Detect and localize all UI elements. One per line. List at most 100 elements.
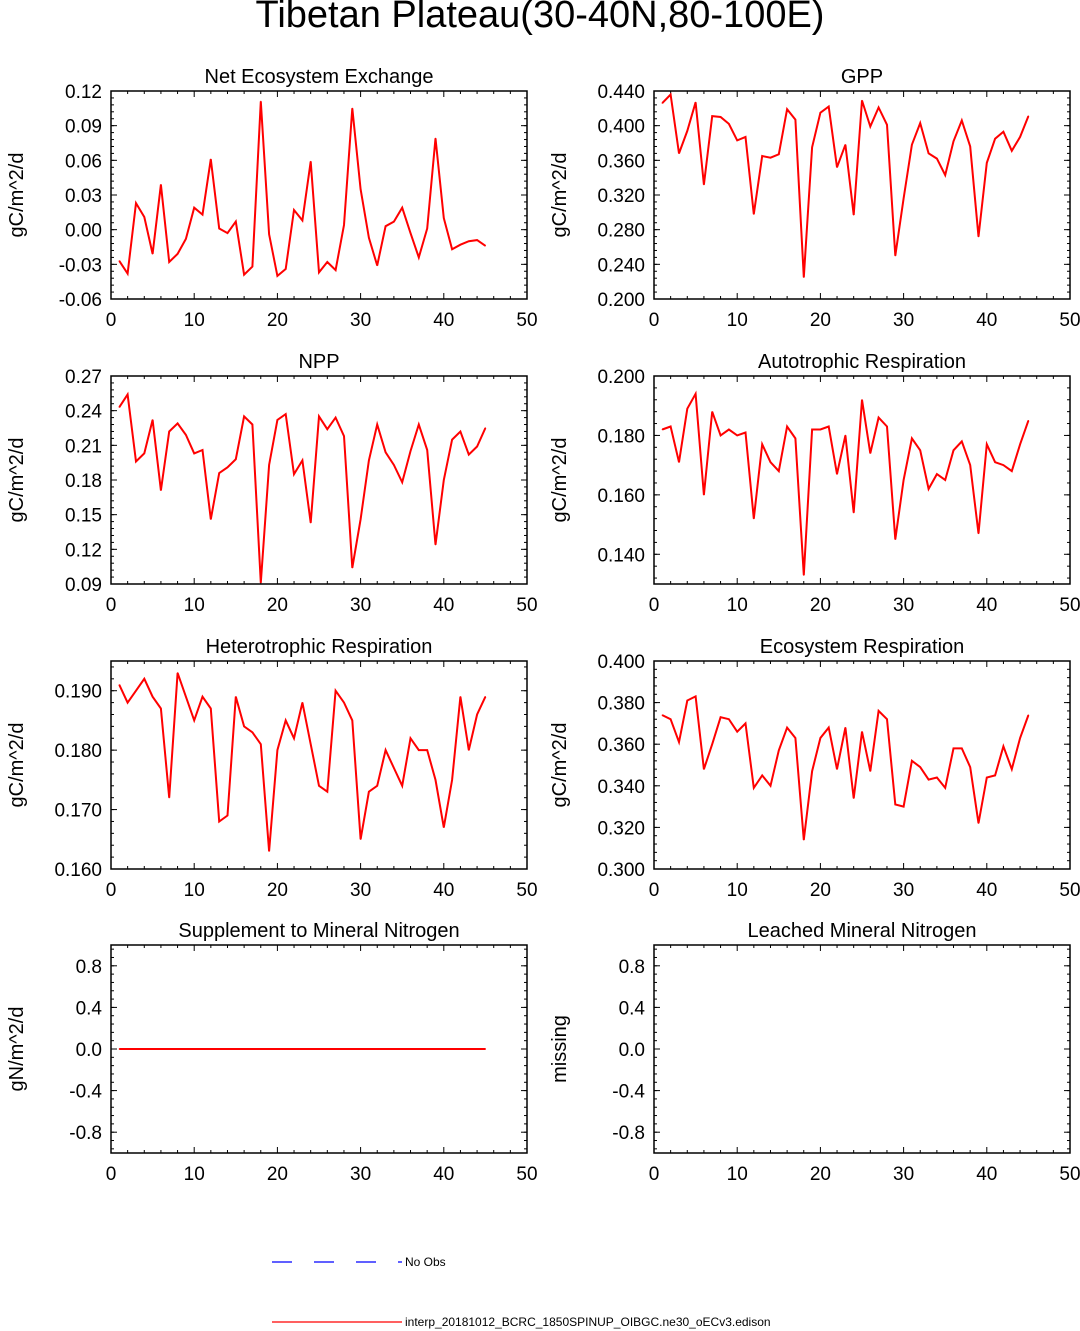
data-point [878,710,880,712]
data-point [728,428,730,431]
data-point [409,232,412,234]
data-point [459,430,461,433]
data-point [468,1048,470,1050]
y-tick-label: 0.170 [54,801,102,822]
data-point [310,743,312,745]
x-tick-label: 20 [810,595,831,616]
data-point [969,464,971,466]
data-point [736,731,738,733]
y-tick-label: 0.400 [597,117,645,138]
data-point [720,716,722,718]
data-point [226,466,229,468]
data-point [268,464,270,466]
y-axis-label: missing [549,1015,571,1083]
data-point [678,741,680,743]
data-point [803,574,805,576]
data-point [185,238,187,240]
plot-frame [110,90,528,300]
y-axis-label: gC/m^2/d [6,438,28,523]
x-tick-label: 0 [106,880,117,901]
data-point [903,806,905,808]
data-point [235,696,237,698]
data-point [201,696,204,698]
data-point [143,678,145,680]
data-point [385,225,387,227]
series-line-1 [118,391,487,583]
data-point [786,425,788,428]
y-tick-label: 0.09 [65,575,102,596]
data-point [919,766,921,768]
data-point [1019,737,1021,739]
data-point [160,184,162,186]
plot-frame [653,375,1071,585]
data-point [160,489,162,491]
chart-panel-8: Leached Mineral Nitrogen missing 0 10 20 30 40… [549,920,1080,1185]
data-point [919,449,921,451]
data-point [952,747,955,750]
data-point [243,274,245,276]
data-point [1002,464,1005,466]
data-point [819,428,822,431]
data-point [484,427,486,429]
data-point [1019,443,1021,445]
data-point [385,451,387,453]
data-point [168,1048,170,1050]
data-point [251,731,253,733]
data-point [343,435,345,437]
data-point [293,209,295,211]
data-point [301,459,303,461]
y-tick-label: 0.12 [65,82,102,103]
y-tick-label: 0.180 [54,741,102,762]
data-point [285,268,287,270]
y-tick-label: -0.4 [69,1082,102,1103]
data-point [711,743,713,745]
y-axis-label: gC/m^2/d [549,153,571,238]
x-tick-label: 40 [433,310,454,331]
data-point [351,107,353,109]
data-point [828,425,830,428]
data-point [695,101,697,103]
x-tick-label: 20 [810,1164,831,1185]
figure-title: Tibetan Plateau(30-40N,80-100E) [255,0,825,36]
x-tick-label: 20 [810,880,831,901]
panel-title: GPP [841,66,883,88]
x-tick-label: 20 [267,310,288,331]
y-tick-label: -0.8 [612,1123,645,1144]
data-point [476,1048,478,1050]
data-point [360,1048,362,1050]
panel-title: Supplement to Mineral Nitrogen [178,920,459,942]
data-point [451,248,453,250]
data-point [969,766,971,768]
data-point [152,253,154,255]
data-point [135,690,137,692]
series-line-1 [118,101,486,278]
data-point [160,1048,162,1050]
data-point [861,399,863,401]
data-point [711,115,713,117]
y-tick-label: 0.300 [597,860,645,881]
data-point [251,266,253,268]
data-point [409,1048,412,1050]
y-tick-label: 0.400 [597,652,645,673]
x-tick-label: 50 [1059,1164,1080,1185]
data-point [769,785,772,787]
y-axis-label: gC/m^2/d [549,438,571,523]
data-point [986,162,988,164]
data-point [393,767,395,769]
data-point [318,415,320,417]
data-point [409,737,412,739]
data-point [343,702,345,704]
data-point [695,393,697,395]
data-point [360,838,362,840]
x-tick-label: 10 [184,880,205,901]
data-point [376,1048,378,1050]
data-point [218,1048,220,1050]
x-tick-label: 50 [1059,310,1080,331]
data-point [736,139,738,141]
data-point [393,1048,395,1050]
data-point [903,197,905,200]
x-tick-label: 10 [184,595,205,616]
x-tick-label: 10 [184,1164,205,1185]
data-point [484,696,486,698]
